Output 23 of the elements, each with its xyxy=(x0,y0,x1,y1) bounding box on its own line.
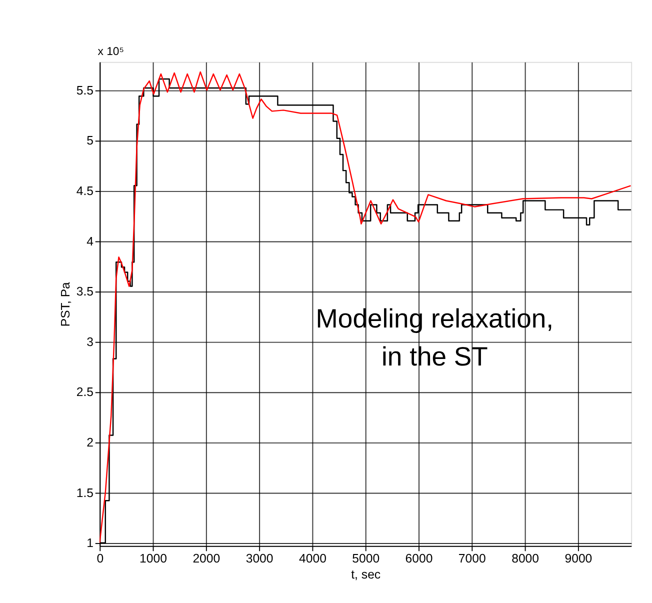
y-tick-label: 4 xyxy=(86,234,94,248)
x-tick-label: 5000 xyxy=(352,552,380,566)
x-tick-label: 2000 xyxy=(192,552,220,566)
x-axis-title: t, sec xyxy=(351,568,381,582)
x-tick-label: 0 xyxy=(96,552,104,566)
x-tick-label: 8000 xyxy=(512,552,540,566)
y-tick-label: 1.5 xyxy=(76,486,94,500)
y-tick-label: 1 xyxy=(86,536,94,550)
y-tick-label: 4.5 xyxy=(76,184,94,198)
y-tick-label: 5 xyxy=(86,134,94,148)
x-tick-label: 6000 xyxy=(405,552,433,566)
x-tick-label: 9000 xyxy=(564,552,592,566)
x-tick-label: 3000 xyxy=(246,552,274,566)
text: x 10⁵ xyxy=(98,46,124,58)
y-tick-label: 3.5 xyxy=(76,284,94,299)
y-tick-label: 5.5 xyxy=(76,83,94,98)
y-axis-title: PST, Pa xyxy=(58,282,73,327)
x-tick-label: 7000 xyxy=(458,552,486,566)
y-tick-label: 3 xyxy=(86,334,94,349)
y-tick-label: 2 xyxy=(86,436,94,450)
x-tick-label: 4000 xyxy=(298,552,327,566)
y-tick-label: 2.5 xyxy=(76,385,94,400)
x-tick-label: 1000 xyxy=(140,552,168,566)
